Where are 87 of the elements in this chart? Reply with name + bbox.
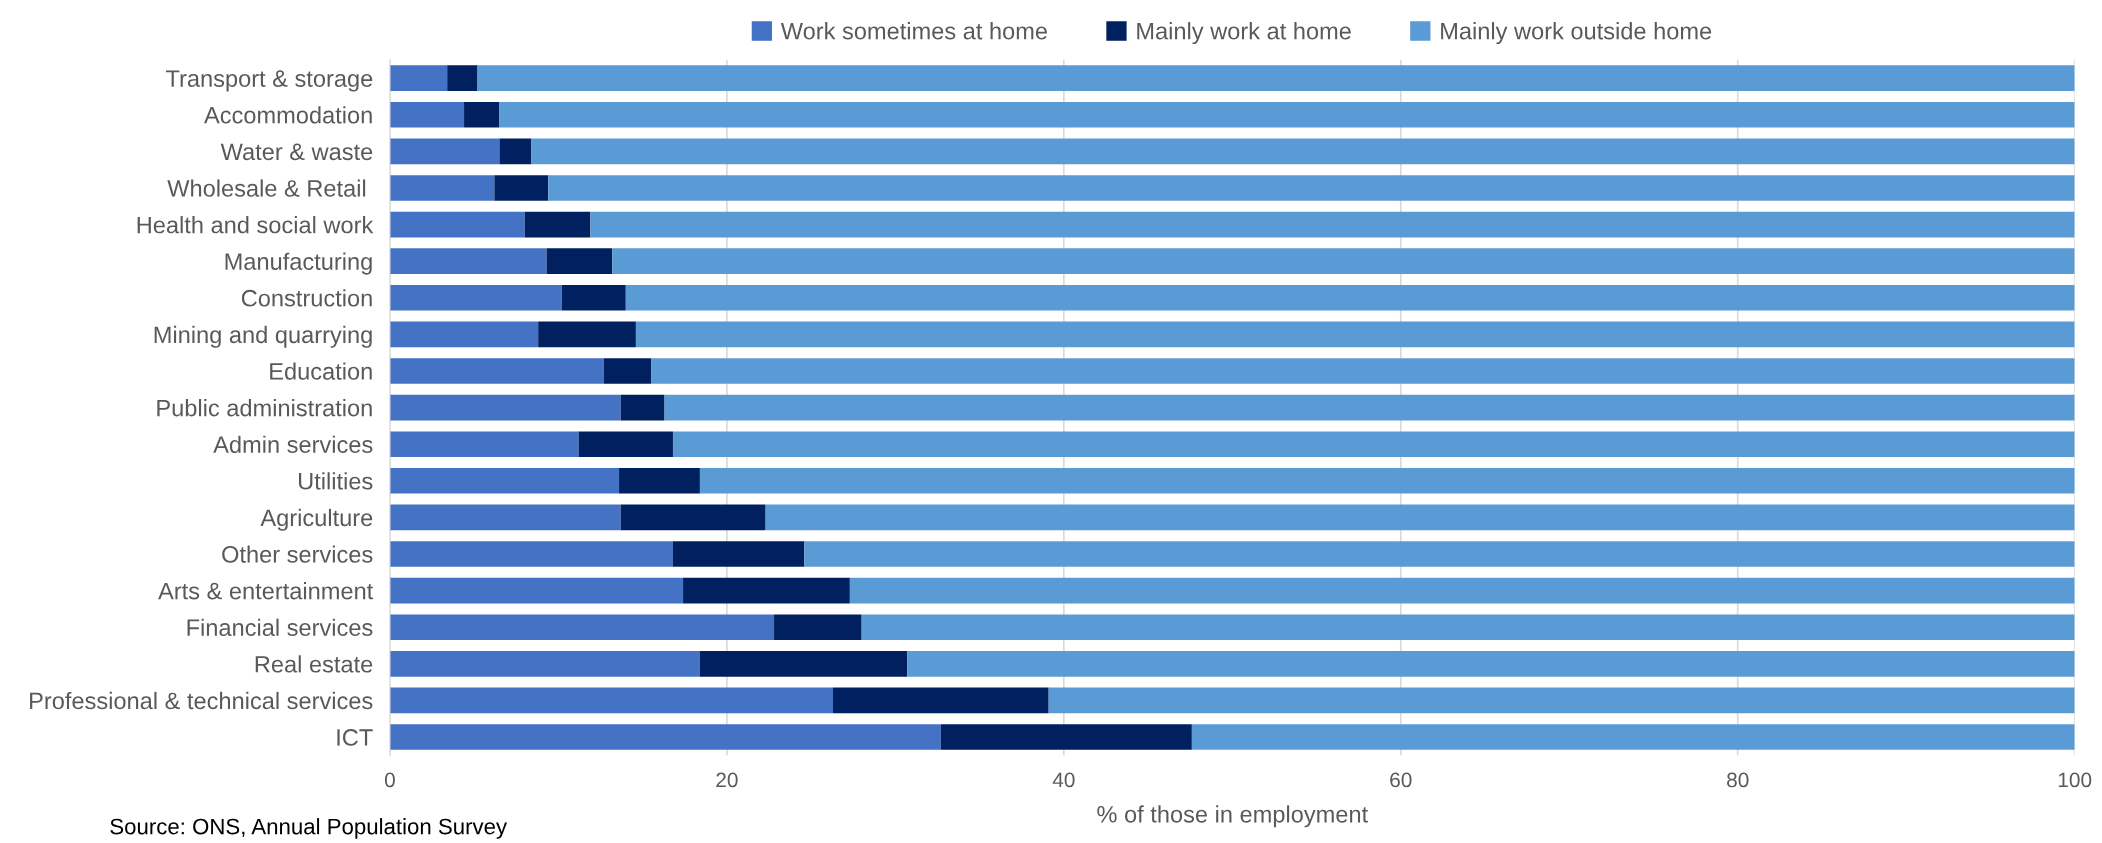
y-tick-label: Mining and quarrying bbox=[154, 325, 372, 348]
bar bbox=[389, 614, 775, 641]
bar bbox=[590, 211, 2075, 238]
bar bbox=[389, 541, 673, 567]
bar bbox=[765, 504, 2075, 531]
bar bbox=[447, 65, 478, 91]
bar bbox=[619, 467, 700, 494]
y-tick-label: ICT bbox=[337, 729, 373, 746]
bar bbox=[499, 101, 2075, 128]
bar bbox=[578, 431, 673, 458]
y-tick-label: Manufacturing bbox=[225, 252, 372, 275]
bar bbox=[389, 321, 539, 348]
bar bbox=[389, 175, 495, 201]
x-axis-title: % of those in employment bbox=[1097, 805, 1368, 828]
bar bbox=[774, 614, 862, 641]
bar bbox=[389, 211, 525, 238]
bar bbox=[907, 651, 2075, 677]
y-tick-label: Other services bbox=[222, 545, 373, 563]
bar bbox=[389, 248, 547, 274]
legend-label: Work sometimes at home bbox=[780, 22, 1047, 40]
y-tick-label: Admin services bbox=[213, 435, 373, 453]
bar bbox=[849, 577, 2075, 604]
bar bbox=[389, 358, 604, 384]
bar bbox=[389, 138, 500, 165]
source-note: Source: ONS, Annual Population Survey bbox=[110, 818, 508, 839]
bar bbox=[603, 358, 652, 384]
bar bbox=[548, 175, 2075, 201]
bar bbox=[477, 65, 2075, 91]
bar bbox=[389, 394, 621, 421]
bar bbox=[389, 467, 620, 494]
bar bbox=[499, 138, 532, 165]
y-tick-label: Water & waste bbox=[220, 143, 373, 161]
y-tick-label: Transport & storage bbox=[166, 70, 373, 92]
bar bbox=[389, 431, 579, 458]
bar bbox=[389, 687, 834, 714]
y-tick-label: Construction bbox=[241, 289, 372, 307]
y-tick-label: Agriculture bbox=[260, 508, 373, 531]
bar bbox=[546, 248, 613, 274]
legend-label: Mainly work at home bbox=[1137, 22, 1351, 45]
bar bbox=[612, 248, 2075, 274]
bar bbox=[389, 504, 621, 531]
bar bbox=[524, 211, 591, 238]
y-tick-label: Accommodation bbox=[204, 106, 372, 124]
y-tick-label: Education bbox=[270, 362, 372, 380]
bar bbox=[389, 577, 684, 604]
bar bbox=[940, 724, 1192, 750]
bar bbox=[531, 138, 2075, 165]
legend-label: Mainly work outside home bbox=[1441, 22, 1712, 45]
y-tick-label: Financial services bbox=[187, 618, 373, 636]
bar bbox=[538, 321, 636, 348]
bar bbox=[651, 358, 2075, 384]
bar bbox=[389, 65, 448, 91]
y-tick-label: Public administration bbox=[157, 399, 372, 417]
bar bbox=[833, 687, 1049, 714]
y-tick-label: Professional & technical services bbox=[30, 691, 373, 710]
x-tick-label: 60 bbox=[1390, 772, 1412, 788]
bar bbox=[699, 467, 2075, 494]
bar bbox=[561, 284, 626, 311]
bar bbox=[1048, 687, 2075, 714]
bar bbox=[699, 651, 908, 677]
bar bbox=[620, 504, 766, 531]
x-tick-label: 80 bbox=[1727, 772, 1749, 788]
bar bbox=[672, 431, 2075, 458]
bar bbox=[804, 541, 2075, 567]
y-tick-label: Arts & entertainment bbox=[158, 582, 374, 600]
y-tick-label: Health and social work bbox=[137, 216, 374, 234]
bar bbox=[389, 724, 941, 750]
bar bbox=[389, 651, 700, 677]
y-tick-label: Utilities bbox=[298, 472, 373, 490]
y-tick-label: Wholesale & Retail bbox=[167, 179, 366, 197]
bar bbox=[672, 541, 805, 567]
bar bbox=[389, 284, 562, 311]
bar bbox=[464, 101, 500, 128]
x-tick-label: 0 bbox=[384, 772, 395, 788]
bar bbox=[494, 175, 549, 201]
x-tick-label: 40 bbox=[1052, 772, 1075, 788]
bar bbox=[625, 284, 2075, 311]
bar bbox=[861, 614, 2075, 641]
bar bbox=[389, 101, 465, 128]
bar bbox=[620, 394, 665, 421]
x-tick-label: 20 bbox=[716, 772, 738, 788]
x-tick-label: 100 bbox=[2058, 772, 2092, 788]
bar bbox=[1191, 724, 2075, 750]
bar bbox=[683, 577, 850, 604]
bar bbox=[664, 394, 2075, 421]
bar bbox=[635, 321, 2075, 348]
y-tick-label: Real estate bbox=[255, 655, 373, 673]
